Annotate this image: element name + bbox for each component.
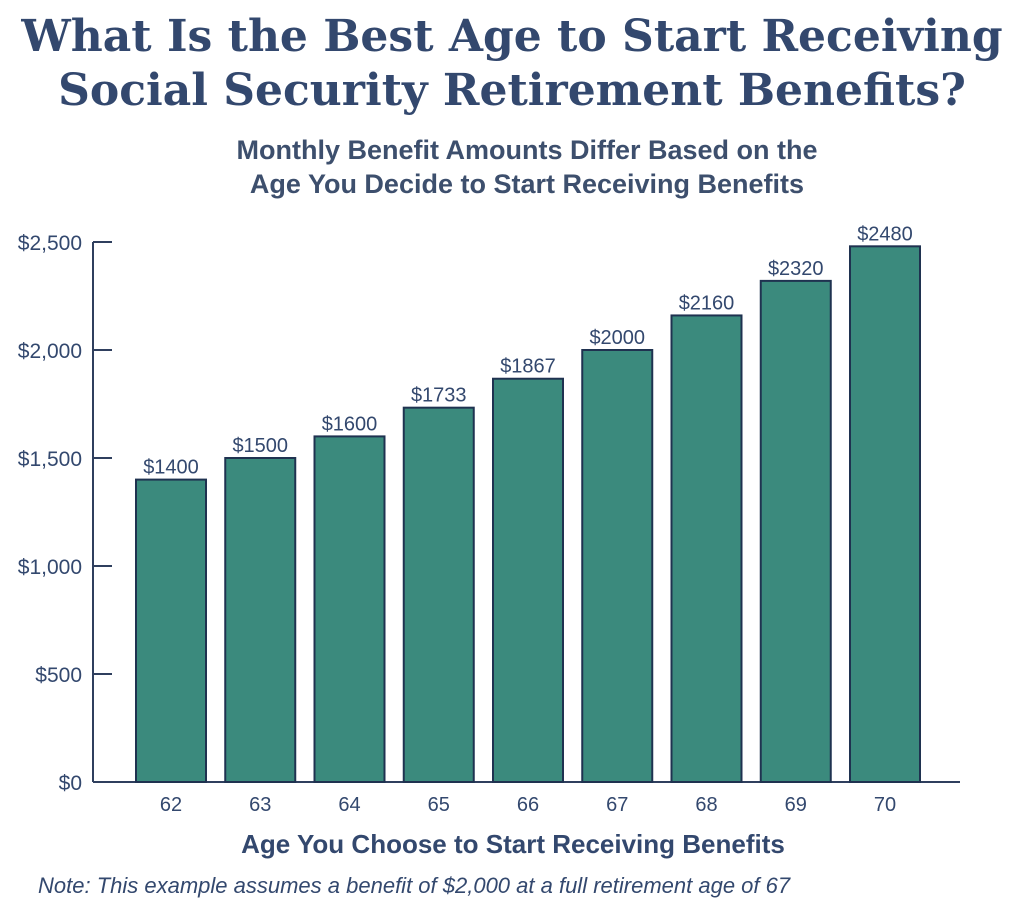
y-tick-label: $2,500	[18, 232, 82, 255]
x-tick-label: 68	[695, 794, 717, 816]
y-tick-label: $0	[59, 772, 82, 795]
bar-value-label: $2000	[589, 327, 645, 349]
bar	[581, 349, 654, 783]
y-tick-label: $1,500	[18, 448, 82, 471]
x-axis-title: Age You Choose to Start Receiving Benefi…	[241, 829, 785, 859]
chart-title-line-2: Social Security Retirement Benefits?	[58, 65, 966, 116]
x-tick-label: 62	[160, 794, 182, 816]
bar-value-label: $1867	[500, 356, 556, 378]
x-tick-label: 65	[428, 794, 450, 816]
chart-subtitle-line-2: Age You Decide to Start Receiving Benefi…	[249, 169, 805, 199]
bar	[224, 457, 297, 783]
chart-title-line-1: What Is the Best Age to Start Receiving	[21, 11, 1003, 62]
bar	[670, 314, 743, 783]
x-tick-label: 67	[606, 794, 628, 816]
bar-chart: $0 $500 $1,000 $1,500 $2,000 $2,500 $1400 62 $15…	[18, 223, 960, 859]
bar	[492, 377, 564, 783]
bar-value-label: $1500	[232, 435, 288, 457]
x-tick-label: 66	[517, 794, 539, 816]
x-tick-label: 63	[249, 794, 271, 816]
footnote: Note: This example assumes a benefit of …	[38, 873, 791, 898]
bar-value-label: $1400	[143, 457, 199, 479]
y-tick-label: $1,000	[18, 556, 82, 579]
chart-subtitle: Monthly Benefit Amounts Differ Based on …	[0, 133, 1024, 201]
y-tick-label: $500	[35, 664, 82, 687]
x-tick-label: 69	[785, 794, 807, 816]
bar-value-label: $1600	[322, 413, 378, 435]
bar-value-label: $1733	[411, 385, 467, 407]
bar	[135, 478, 207, 783]
bar	[759, 279, 832, 783]
chart-title: What Is the Best Age to Start Receiving …	[0, 10, 1024, 118]
y-tick-label: $2,000	[18, 340, 82, 363]
bar	[313, 435, 386, 783]
bar-value-label: $2320	[768, 258, 824, 280]
bar-value-label: $2480	[857, 223, 913, 245]
x-tick-label: 70	[874, 794, 896, 816]
chart-subtitle-line-1: Monthly Benefit Amounts Differ Based on …	[236, 135, 818, 165]
bar	[849, 245, 921, 783]
bar-value-label: $2160	[679, 292, 735, 314]
x-tick-label: 64	[338, 794, 360, 816]
bar	[402, 406, 475, 783]
